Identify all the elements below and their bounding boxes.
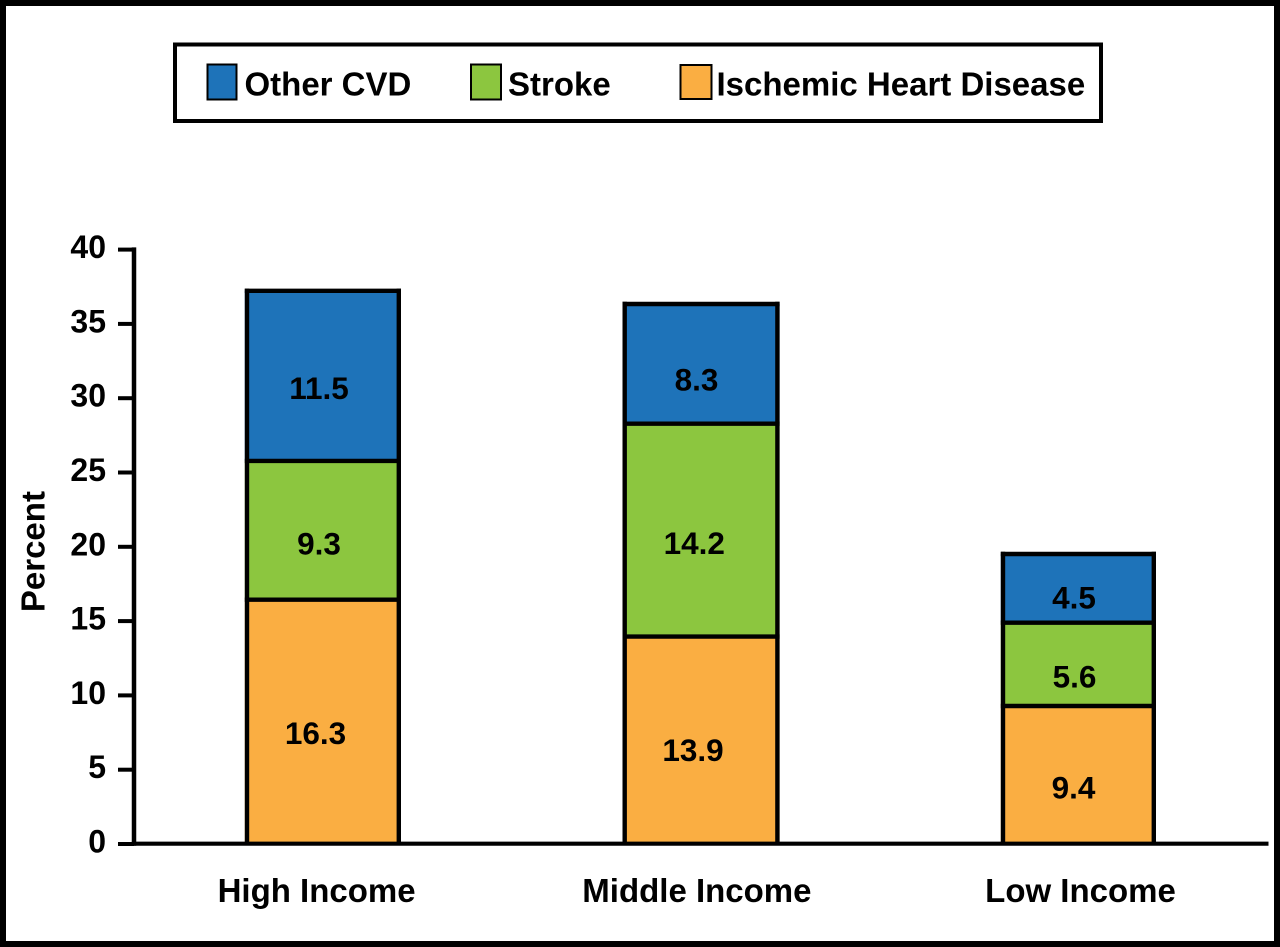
svg-text:5: 5 bbox=[88, 749, 106, 785]
svg-text:16.3: 16.3 bbox=[285, 715, 346, 751]
svg-text:40: 40 bbox=[70, 229, 106, 265]
svg-text:4.5: 4.5 bbox=[1052, 579, 1096, 615]
svg-text:High Income: High Income bbox=[218, 872, 416, 909]
svg-text:0: 0 bbox=[88, 824, 106, 860]
svg-text:5.6: 5.6 bbox=[1053, 659, 1097, 695]
svg-text:8.3: 8.3 bbox=[675, 361, 719, 397]
svg-text:Ischemic Heart Disease: Ischemic Heart Disease bbox=[717, 66, 1086, 103]
svg-text:9.4: 9.4 bbox=[1052, 769, 1096, 805]
svg-text:25: 25 bbox=[70, 452, 106, 488]
svg-text:Stroke: Stroke bbox=[508, 66, 611, 103]
svg-text:20: 20 bbox=[70, 526, 106, 562]
svg-text:35: 35 bbox=[70, 303, 106, 339]
svg-text:13.9: 13.9 bbox=[662, 732, 723, 768]
svg-text:Low Income: Low Income bbox=[985, 872, 1176, 909]
svg-text:Other CVD: Other CVD bbox=[245, 66, 412, 103]
svg-text:14.2: 14.2 bbox=[664, 525, 725, 561]
svg-text:Percent: Percent bbox=[15, 491, 52, 612]
svg-text:Middle Income: Middle Income bbox=[582, 872, 811, 909]
svg-text:9.3: 9.3 bbox=[297, 526, 341, 562]
svg-text:10: 10 bbox=[70, 675, 106, 711]
svg-text:15: 15 bbox=[70, 601, 106, 637]
svg-text:30: 30 bbox=[70, 378, 106, 414]
svg-text:11.5: 11.5 bbox=[289, 370, 349, 406]
